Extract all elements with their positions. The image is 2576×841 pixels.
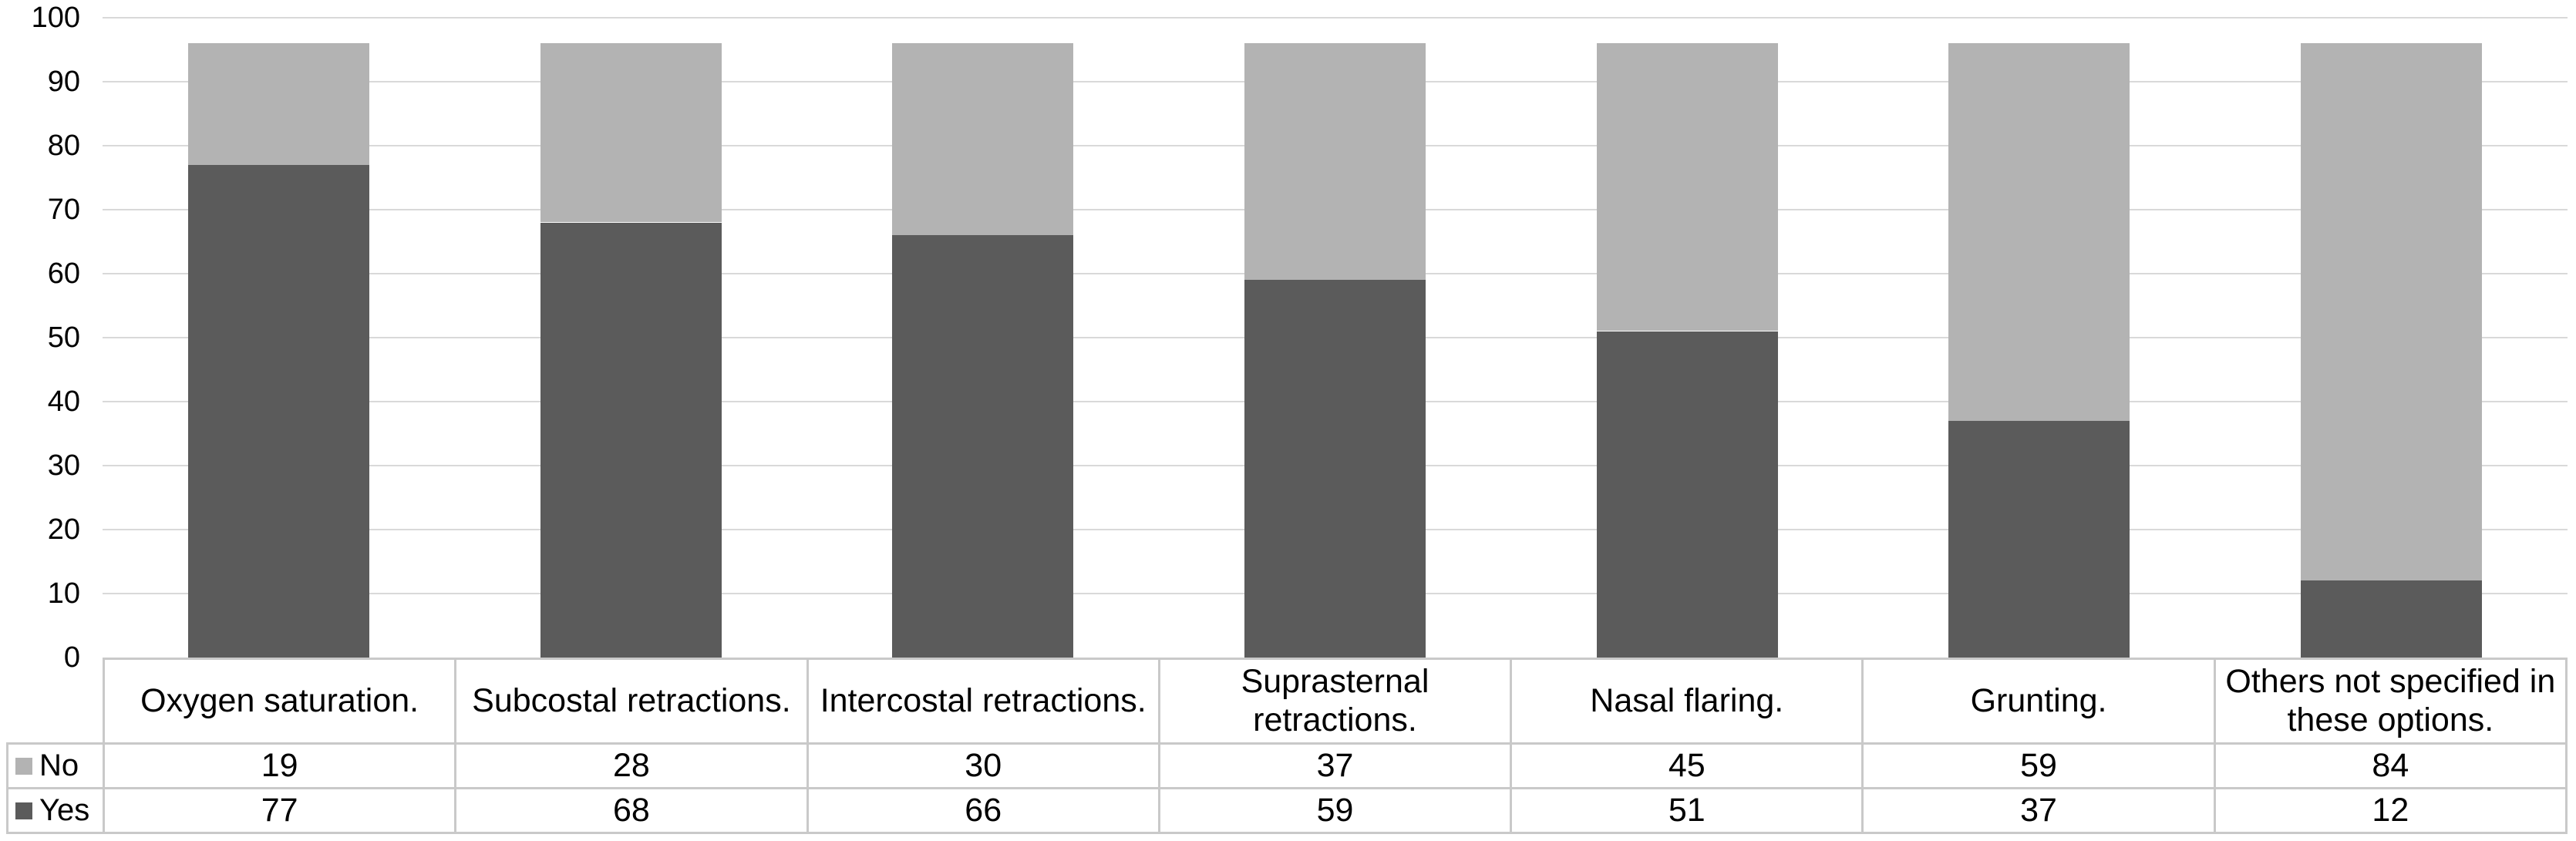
data-table-value-cell: 30 (806, 745, 1158, 787)
y-axis-tick-label: 70 (47, 193, 80, 226)
legend-cell: No (8, 745, 103, 787)
legend-label: No (39, 748, 79, 782)
category-header-cell: Subcostal retractions. (454, 660, 806, 742)
bar-segment-no (540, 43, 722, 222)
data-table-category-header-row: Oxygen saturation. Subcostal retractions.… (103, 658, 2568, 742)
bar-segment-yes (2301, 580, 2482, 658)
category-label: Subcostal retractions. (472, 681, 791, 719)
data-table-value-cell: 28 (454, 745, 806, 787)
category-label: Nasal flaring. (1590, 681, 1784, 719)
y-axis-tick-label: 50 (47, 321, 80, 354)
data-table-value-cell: 45 (1510, 745, 1861, 787)
category-label: Suprasternal retractions. (1241, 662, 1429, 738)
category-header-cell: Grunting. (1861, 660, 2213, 742)
data-table-value-cell: 59 (1157, 789, 1510, 832)
data-table-value-cell: 37 (1157, 745, 1510, 787)
data-table-value-cell: 12 (2213, 789, 2565, 832)
data-table-value-cell: 19 (103, 745, 454, 787)
data-table-row-no: No 19 28 30 37 45 59 84 (8, 745, 2565, 789)
data-table-value-cell: 37 (1861, 789, 2213, 832)
y-axis-tick-label: 30 (47, 449, 80, 482)
category-header-cell: Nasal flaring. (1510, 660, 1861, 742)
bar-segment-no (2301, 43, 2482, 580)
legend-swatch-no-icon (15, 757, 32, 775)
y-axis-tick-label: 20 (47, 513, 80, 546)
y-axis-tick-label: 90 (47, 66, 80, 98)
data-table-value-cell: 77 (103, 789, 454, 832)
y-axis-tick-label: 100 (31, 2, 80, 34)
gridline (103, 17, 2568, 19)
data-table-value-cell: 51 (1510, 789, 1861, 832)
y-axis-tick-label: 40 (47, 385, 80, 418)
data-table-value-cell: 68 (454, 789, 806, 832)
data-table-value-cell: 66 (806, 789, 1158, 832)
legend-label: Yes (39, 793, 90, 827)
category-label: Intercostal retractions. (820, 681, 1147, 719)
bar-segment-yes (1597, 331, 1778, 658)
bar-segment-no (892, 43, 1073, 235)
bar-segment-yes (1244, 280, 1426, 658)
y-axis-tick-label: 60 (47, 257, 80, 290)
category-header-cell: Oxygen saturation. (105, 660, 454, 742)
bar-segment-no (188, 43, 369, 165)
y-axis-tick-label: 0 (63, 641, 80, 674)
legend-cell: Yes (8, 789, 103, 832)
category-header-cell: Intercostal retractions. (806, 660, 1158, 742)
category-label: Oxygen saturation. (140, 681, 419, 719)
data-table-value-cell: 59 (1861, 745, 2213, 787)
data-table-row-yes: Yes 77 68 66 59 51 37 12 (8, 789, 2565, 832)
category-label: Grunting. (1970, 681, 2107, 719)
legend-swatch-yes-icon (15, 802, 32, 819)
bar-segment-yes (188, 165, 369, 658)
bar-segment-yes (1948, 421, 2130, 658)
y-axis-tick-label: 80 (47, 130, 80, 162)
bar-segment-yes (892, 235, 1073, 658)
bar-segment-no (1244, 43, 1426, 280)
bar-segment-no (1597, 43, 1778, 331)
category-header-cell: Others not specified in these options. (2213, 660, 2565, 742)
data-table-body: No 19 28 30 37 45 59 84 Yes 77 68 66 59 51 37 12 (6, 742, 2568, 834)
category-label: Others not specified in these options. (2225, 662, 2556, 738)
bar-segment-yes (540, 223, 722, 658)
bar-segment-no (1948, 43, 2130, 421)
y-axis-tick-label: 10 (47, 577, 80, 610)
data-table-value-cell: 84 (2213, 745, 2565, 787)
category-header-cell: Suprasternal retractions. (1157, 660, 1510, 742)
